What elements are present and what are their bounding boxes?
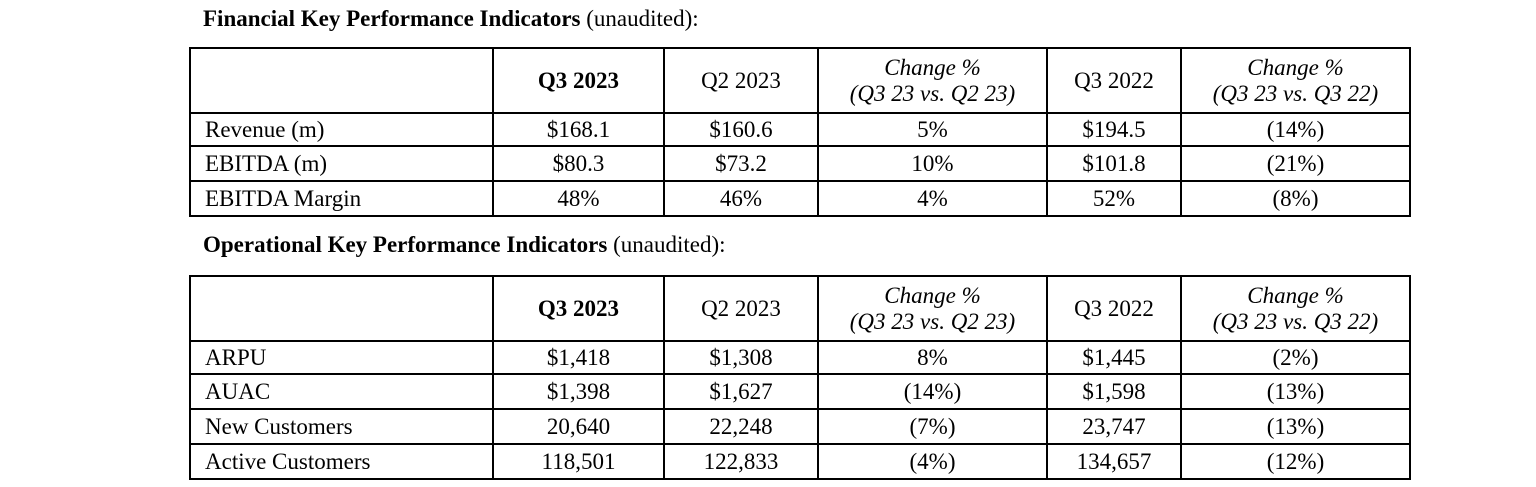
cell-q3-2023: 48% xyxy=(492,180,665,217)
cell-q3-2022: 23,747 xyxy=(1046,408,1182,445)
cell-q3-2023: $168.1 xyxy=(492,112,665,147)
cell-q3-2023: $1,398 xyxy=(492,373,665,410)
cell-change-qoq: (7%) xyxy=(817,408,1048,445)
cell-q3-2022: 134,657 xyxy=(1046,443,1182,480)
cell-q3-2022: $101.8 xyxy=(1046,145,1182,182)
cell-change-yoy: (13%) xyxy=(1180,408,1411,445)
table-row: EBITDA (m) $80.3 $73.2 10% $101.8 (21%) xyxy=(189,145,1411,182)
header-change-qoq-line1: Change % xyxy=(884,282,981,308)
table-row: EBITDA Margin 48% 46% 4% 52% (8%) xyxy=(189,180,1411,217)
cell-q3-2023: 118,501 xyxy=(492,443,665,480)
row-label: New Customers xyxy=(189,408,494,445)
cell-change-yoy: (14%) xyxy=(1180,112,1411,147)
header-change-yoy: Change % (Q3 23 vs. Q3 22) xyxy=(1180,275,1411,342)
cell-change-qoq: 8% xyxy=(817,340,1048,375)
table-row: AUAC $1,398 $1,627 (14%) $1,598 (13%) xyxy=(189,373,1411,410)
cell-change-qoq: 4% xyxy=(817,180,1048,217)
cell-q3-2022: $1,445 xyxy=(1046,340,1182,375)
header-empty-cell xyxy=(189,47,494,114)
operational-kpi-title: Operational Key Performance Indicators (… xyxy=(203,231,726,259)
cell-q3-2023: $1,418 xyxy=(492,340,665,375)
cell-q2-2023: 22,248 xyxy=(663,408,819,445)
cell-change-yoy: (13%) xyxy=(1180,373,1411,410)
header-change-qoq-line1: Change % xyxy=(884,54,981,80)
header-change-yoy-line2: (Q3 23 vs. Q3 22) xyxy=(1212,308,1379,334)
cell-q2-2023: $1,627 xyxy=(663,373,819,410)
cell-change-qoq: (4%) xyxy=(817,443,1048,480)
cell-q2-2023: 122,833 xyxy=(663,443,819,480)
row-label: Active Customers xyxy=(189,443,494,480)
table-row: Active Customers 118,501 122,833 (4%) 13… xyxy=(189,443,1411,480)
header-change-qoq-line2: (Q3 23 vs. Q2 23) xyxy=(849,308,1016,334)
table-header-row: Q3 2023 Q2 2023 Change % (Q3 23 vs. Q2 23… xyxy=(189,275,1411,342)
header-change-yoy: Change % (Q3 23 vs. Q3 22) xyxy=(1180,47,1411,114)
financial-kpi-title: Financial Key Performance Indicators (un… xyxy=(203,5,699,33)
operational-kpi-title-suffix: (unaudited): xyxy=(607,232,726,257)
header-change-qoq-line2: (Q3 23 vs. Q2 23) xyxy=(849,80,1016,106)
header-change-yoy-line1: Change % xyxy=(1247,282,1344,308)
header-change-yoy-line2: (Q3 23 vs. Q3 22) xyxy=(1212,80,1379,106)
financial-kpi-title-bold: Financial Key Performance Indicators xyxy=(203,6,581,31)
row-label: AUAC xyxy=(189,373,494,410)
table-row: Revenue (m) $168.1 $160.6 5% $194.5 (14%… xyxy=(189,112,1411,147)
cell-q3-2022: $1,598 xyxy=(1046,373,1182,410)
table-header-row: Q3 2023 Q2 2023 Change % (Q3 23 vs. Q2 23… xyxy=(189,47,1411,114)
header-q3-2022: Q3 2022 xyxy=(1046,47,1182,114)
header-q2-2023: Q2 2023 xyxy=(663,47,819,114)
cell-change-yoy: (2%) xyxy=(1180,340,1411,375)
cell-q2-2023: 46% xyxy=(663,180,819,217)
cell-change-qoq: 10% xyxy=(817,145,1048,182)
cell-q3-2022: $194.5 xyxy=(1046,112,1182,147)
cell-q3-2022: 52% xyxy=(1046,180,1182,217)
header-q3-2022: Q3 2022 xyxy=(1046,275,1182,342)
row-label: Revenue (m) xyxy=(189,112,494,147)
cell-q2-2023: $1,308 xyxy=(663,340,819,375)
table-row: ARPU $1,418 $1,308 8% $1,445 (2%) xyxy=(189,340,1411,375)
header-q3-2023: Q3 2023 xyxy=(492,275,665,342)
table-row: New Customers 20,640 22,248 (7%) 23,747 … xyxy=(189,408,1411,445)
cell-q3-2023: $80.3 xyxy=(492,145,665,182)
operational-kpi-table: Q3 2023 Q2 2023 Change % (Q3 23 vs. Q2 23… xyxy=(189,275,1411,480)
row-label: EBITDA Margin xyxy=(189,180,494,217)
header-q3-2023: Q3 2023 xyxy=(492,47,665,114)
cell-change-qoq: 5% xyxy=(817,112,1048,147)
cell-change-qoq: (14%) xyxy=(817,373,1048,410)
cell-change-yoy: (21%) xyxy=(1180,145,1411,182)
header-change-yoy-line1: Change % xyxy=(1247,54,1344,80)
cell-q3-2023: 20,640 xyxy=(492,408,665,445)
cell-q2-2023: $73.2 xyxy=(663,145,819,182)
header-empty-cell xyxy=(189,275,494,342)
cell-q2-2023: $160.6 xyxy=(663,112,819,147)
row-label: ARPU xyxy=(189,340,494,375)
cell-change-yoy: (8%) xyxy=(1180,180,1411,217)
header-q2-2023: Q2 2023 xyxy=(663,275,819,342)
operational-kpi-title-bold: Operational Key Performance Indicators xyxy=(203,232,608,257)
financial-kpi-title-suffix: (unaudited): xyxy=(580,6,699,31)
financial-kpi-table: Q3 2023 Q2 2023 Change % (Q3 23 vs. Q2 23… xyxy=(189,47,1411,217)
header-change-qoq: Change % (Q3 23 vs. Q2 23) xyxy=(817,275,1048,342)
header-change-qoq: Change % (Q3 23 vs. Q2 23) xyxy=(817,47,1048,114)
cell-change-yoy: (12%) xyxy=(1180,443,1411,480)
row-label: EBITDA (m) xyxy=(189,145,494,182)
